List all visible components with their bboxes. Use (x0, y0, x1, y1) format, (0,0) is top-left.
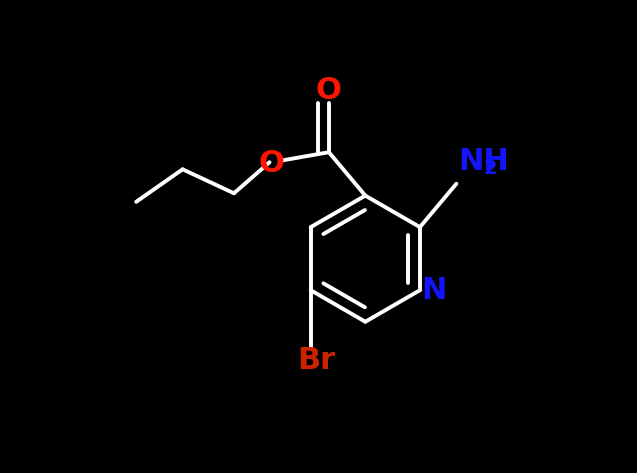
Text: O: O (259, 149, 285, 178)
Text: O: O (316, 76, 342, 105)
Text: N: N (421, 276, 447, 305)
Text: Br: Br (297, 346, 336, 375)
Text: 2: 2 (484, 159, 497, 178)
Text: NH: NH (458, 147, 509, 176)
